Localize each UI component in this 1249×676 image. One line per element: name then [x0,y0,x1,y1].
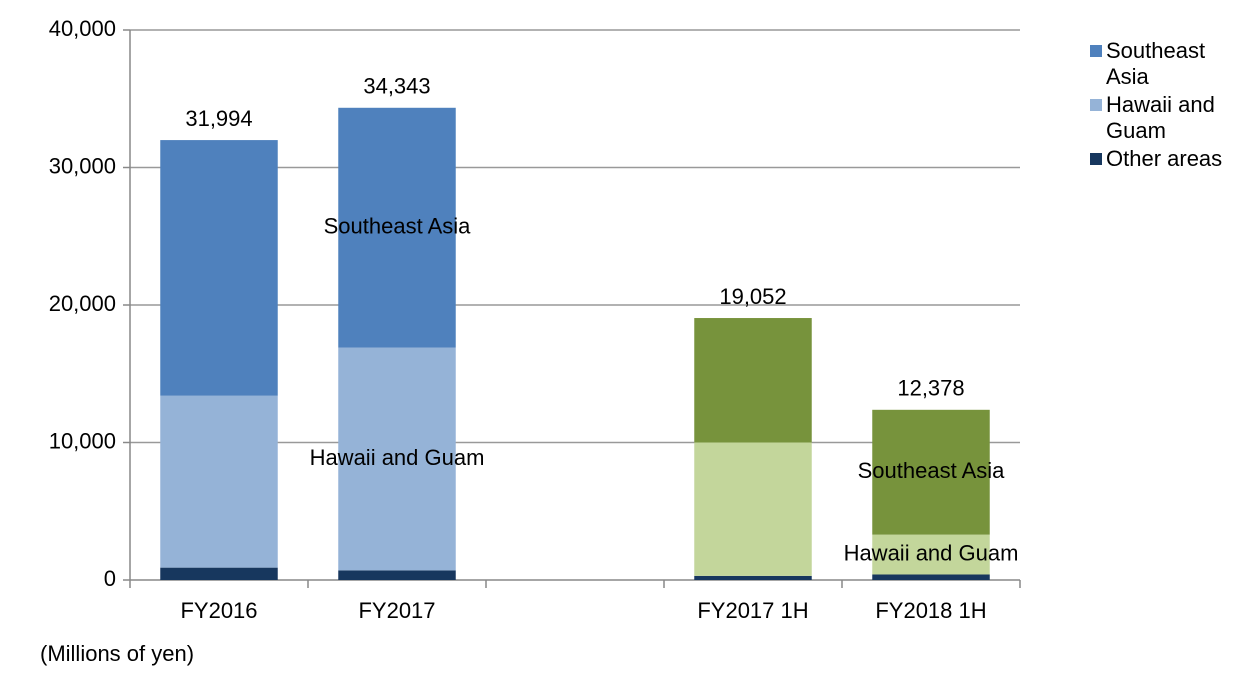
legend-label: Hawaii and Guam [1106,92,1215,143]
x-tick-label: FY2017 [358,598,435,623]
legend-item: Southeast Asia [1090,38,1248,90]
bar-segment [160,567,278,580]
legend-item: Hawaii and Guam [1090,92,1248,144]
total-label: 34,343 [363,74,430,99]
bar-segment [338,570,456,580]
legend-swatch [1090,99,1102,111]
bar-segment [872,409,990,535]
legend-label: Southeast Asia [1106,38,1206,89]
y-tick-label: 0 [104,566,116,591]
bar-segment [160,140,278,396]
bar-segment [872,534,990,575]
total-label: 12,378 [897,376,964,401]
segment-label: Hawaii and Guam [844,540,1019,565]
x-tick-label: FY2016 [180,598,257,623]
bar-segment [694,318,812,443]
legend-swatch [1090,45,1102,57]
legend-item: Other areas [1090,146,1248,172]
segment-label: Southeast Asia [858,458,1006,483]
total-label: 31,994 [185,106,252,131]
bar-segment [338,347,456,571]
axis-unit-label: (Millions of yen) [40,641,194,666]
legend-label: Other areas [1106,146,1223,171]
y-tick-label: 10,000 [49,428,116,453]
bar-segment [160,395,278,568]
bar-segment [872,574,990,580]
bar-segment [338,107,456,348]
bar-segment [694,442,812,576]
legend: Southeast Asia Hawaii and Guam Other areas [1090,38,1248,174]
y-tick-label: 30,000 [49,153,116,178]
legend-swatch [1090,153,1102,165]
total-label: 19,052 [719,284,786,309]
x-tick-label: FY2017 1H [697,598,808,623]
segment-label: Hawaii and Guam [310,445,485,470]
segment-label: Southeast Asia [324,214,472,239]
y-tick-label: 20,000 [49,291,116,316]
bar-segment [694,575,812,580]
x-tick-label: FY2018 1H [875,598,986,623]
y-tick-label: 40,000 [49,16,116,41]
